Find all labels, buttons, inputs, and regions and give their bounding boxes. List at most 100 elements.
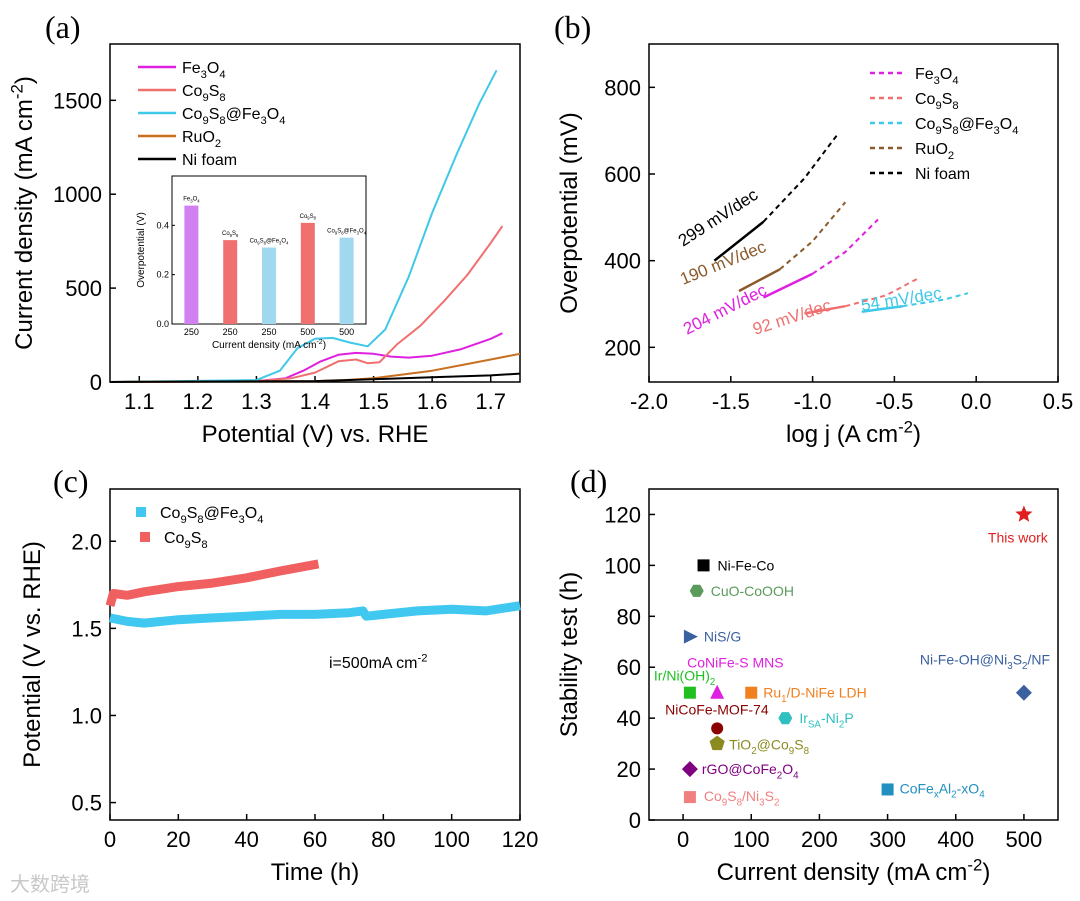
x-tick-label: 100 <box>433 827 470 852</box>
text-span: CuO-CoOOH <box>711 583 794 599</box>
y-tick-label: 0.5 <box>71 791 102 816</box>
y-tick-label: 120 <box>604 502 641 527</box>
text-span: S <box>942 116 953 133</box>
text-span: RuO <box>182 129 215 146</box>
inset-x-tick-label: 250 <box>184 327 199 337</box>
legend-label: RuO2 <box>182 129 221 150</box>
marker-triangle-right <box>683 629 698 644</box>
text-span: Current density (mA <box>11 131 38 350</box>
x-axis-label: Current density (mA cm-2) <box>717 855 991 886</box>
watermark-text: 大数跨境 <box>10 872 90 896</box>
text-span: 8 <box>341 230 344 235</box>
text-span: Co <box>182 106 203 123</box>
text-span: O <box>782 761 793 777</box>
text-span: NiCoFe-MOF-74 <box>665 701 769 717</box>
text-span: 3 <box>1007 661 1013 672</box>
text-span: O <box>245 505 257 522</box>
slope-annotation: 54 mV/dec <box>860 283 944 315</box>
text-span: 2 <box>777 770 782 781</box>
text-span: Co <box>164 530 185 547</box>
x-axis-label: log j (A cm-2) <box>786 417 921 448</box>
text-span: Ni foam <box>182 152 237 169</box>
text-span: 9 <box>935 100 941 112</box>
x-tick-label: -1.0 <box>794 389 832 414</box>
text-span: ) <box>323 340 326 351</box>
series-line <box>109 225 504 383</box>
text-span: /D-NiFe LDH <box>787 685 867 701</box>
text-span: @Fe <box>344 229 358 235</box>
text-span: Time (h) <box>271 859 359 886</box>
text-span: S <box>310 214 314 220</box>
text-span: Co <box>160 505 181 522</box>
text-span: Fe <box>915 66 934 83</box>
text-span: Potential (V vs. RHE) <box>19 541 46 768</box>
text-span: -2 <box>316 339 322 346</box>
current-annotation: i=500mA cm-2 <box>329 653 427 672</box>
point-label: Ru1/D-NiFe LDH <box>763 685 866 705</box>
text-span: TiO <box>729 737 751 753</box>
text-span: 9 <box>202 92 208 104</box>
inset-bar <box>262 247 276 324</box>
series-line <box>109 332 503 383</box>
y-tick-label: 40 <box>617 706 641 731</box>
x-tick-label: 200 <box>801 827 838 852</box>
x-tick-label: 100 <box>733 827 770 852</box>
legend-label: Ni foam <box>915 166 970 183</box>
y-axis-label: Stability test (h) <box>556 572 583 737</box>
text-span: Ir/Ni(OH) <box>654 668 710 684</box>
marker-square <box>697 559 710 572</box>
marker-star <box>1015 505 1033 522</box>
text-span: ) <box>11 76 38 84</box>
text-span: S <box>191 530 202 547</box>
text-span: Ir <box>799 710 808 726</box>
text-span: O <box>193 197 198 203</box>
text-span: S <box>1013 652 1022 668</box>
series-line <box>105 559 320 607</box>
y-tick-label: 80 <box>617 604 641 629</box>
series-line <box>109 372 521 383</box>
x-tick-label: 80 <box>371 827 395 852</box>
point-label: CoNiFe-S MNS <box>687 655 783 671</box>
marker-square <box>683 686 696 699</box>
text-span: S <box>260 239 264 245</box>
text-span: cm <box>303 340 316 351</box>
legend-label: Co9S8 <box>182 83 226 104</box>
text-span: 3 <box>934 75 940 87</box>
x-tick-label: 0.5 <box>1043 389 1074 414</box>
text-span: Co <box>250 239 258 245</box>
text-span: 9 <box>184 539 190 551</box>
text-span: 2 <box>951 790 956 801</box>
text-span: ) <box>913 421 921 448</box>
x-tick-label: 400 <box>937 827 974 852</box>
x-tick-label: 1.1 <box>124 389 155 414</box>
x-axis-label: Potential (V) vs. RHE <box>202 421 429 448</box>
text-span: 8 <box>201 539 207 551</box>
panel-d: 0 100 200 300 400 500 0 20 40 60 80 100 120 Current d… <box>556 463 1059 886</box>
inset-bar <box>184 205 199 324</box>
text-span: -2 <box>417 653 427 665</box>
text-span: Ni-Fe-Co <box>718 557 775 573</box>
x-tick-label: 0.0 <box>961 389 992 414</box>
point-label: This work <box>988 529 1049 545</box>
panel-label: (d) <box>570 463 607 499</box>
fit-line <box>804 304 846 315</box>
x-axis-label: Time (h) <box>271 859 359 886</box>
text-span: CoFe <box>900 780 934 796</box>
point-label: NiS/G <box>704 629 741 645</box>
data-line <box>762 134 838 223</box>
point-label: Ir/Ni(OH)2 <box>654 668 715 688</box>
text-span: 9 <box>722 797 727 808</box>
inset-y-axis-label: Overpotential (V) <box>136 212 147 288</box>
point-label: IrSA-Ni2P <box>799 710 853 730</box>
marker-square <box>683 791 696 804</box>
marker-diamond <box>1015 684 1032 701</box>
x-tick-label: 60 <box>303 827 327 852</box>
inset-bar-label: Co9S8 <box>222 231 239 238</box>
inset-x-tick-label: 250 <box>261 327 276 337</box>
inset-bar-label: Co9S8 <box>300 214 317 221</box>
y-tick-label: 20 <box>617 757 641 782</box>
text-span: @Fe <box>266 239 280 245</box>
text-span: Overpotential (V) <box>136 212 147 288</box>
text-span: -2 <box>7 84 26 99</box>
